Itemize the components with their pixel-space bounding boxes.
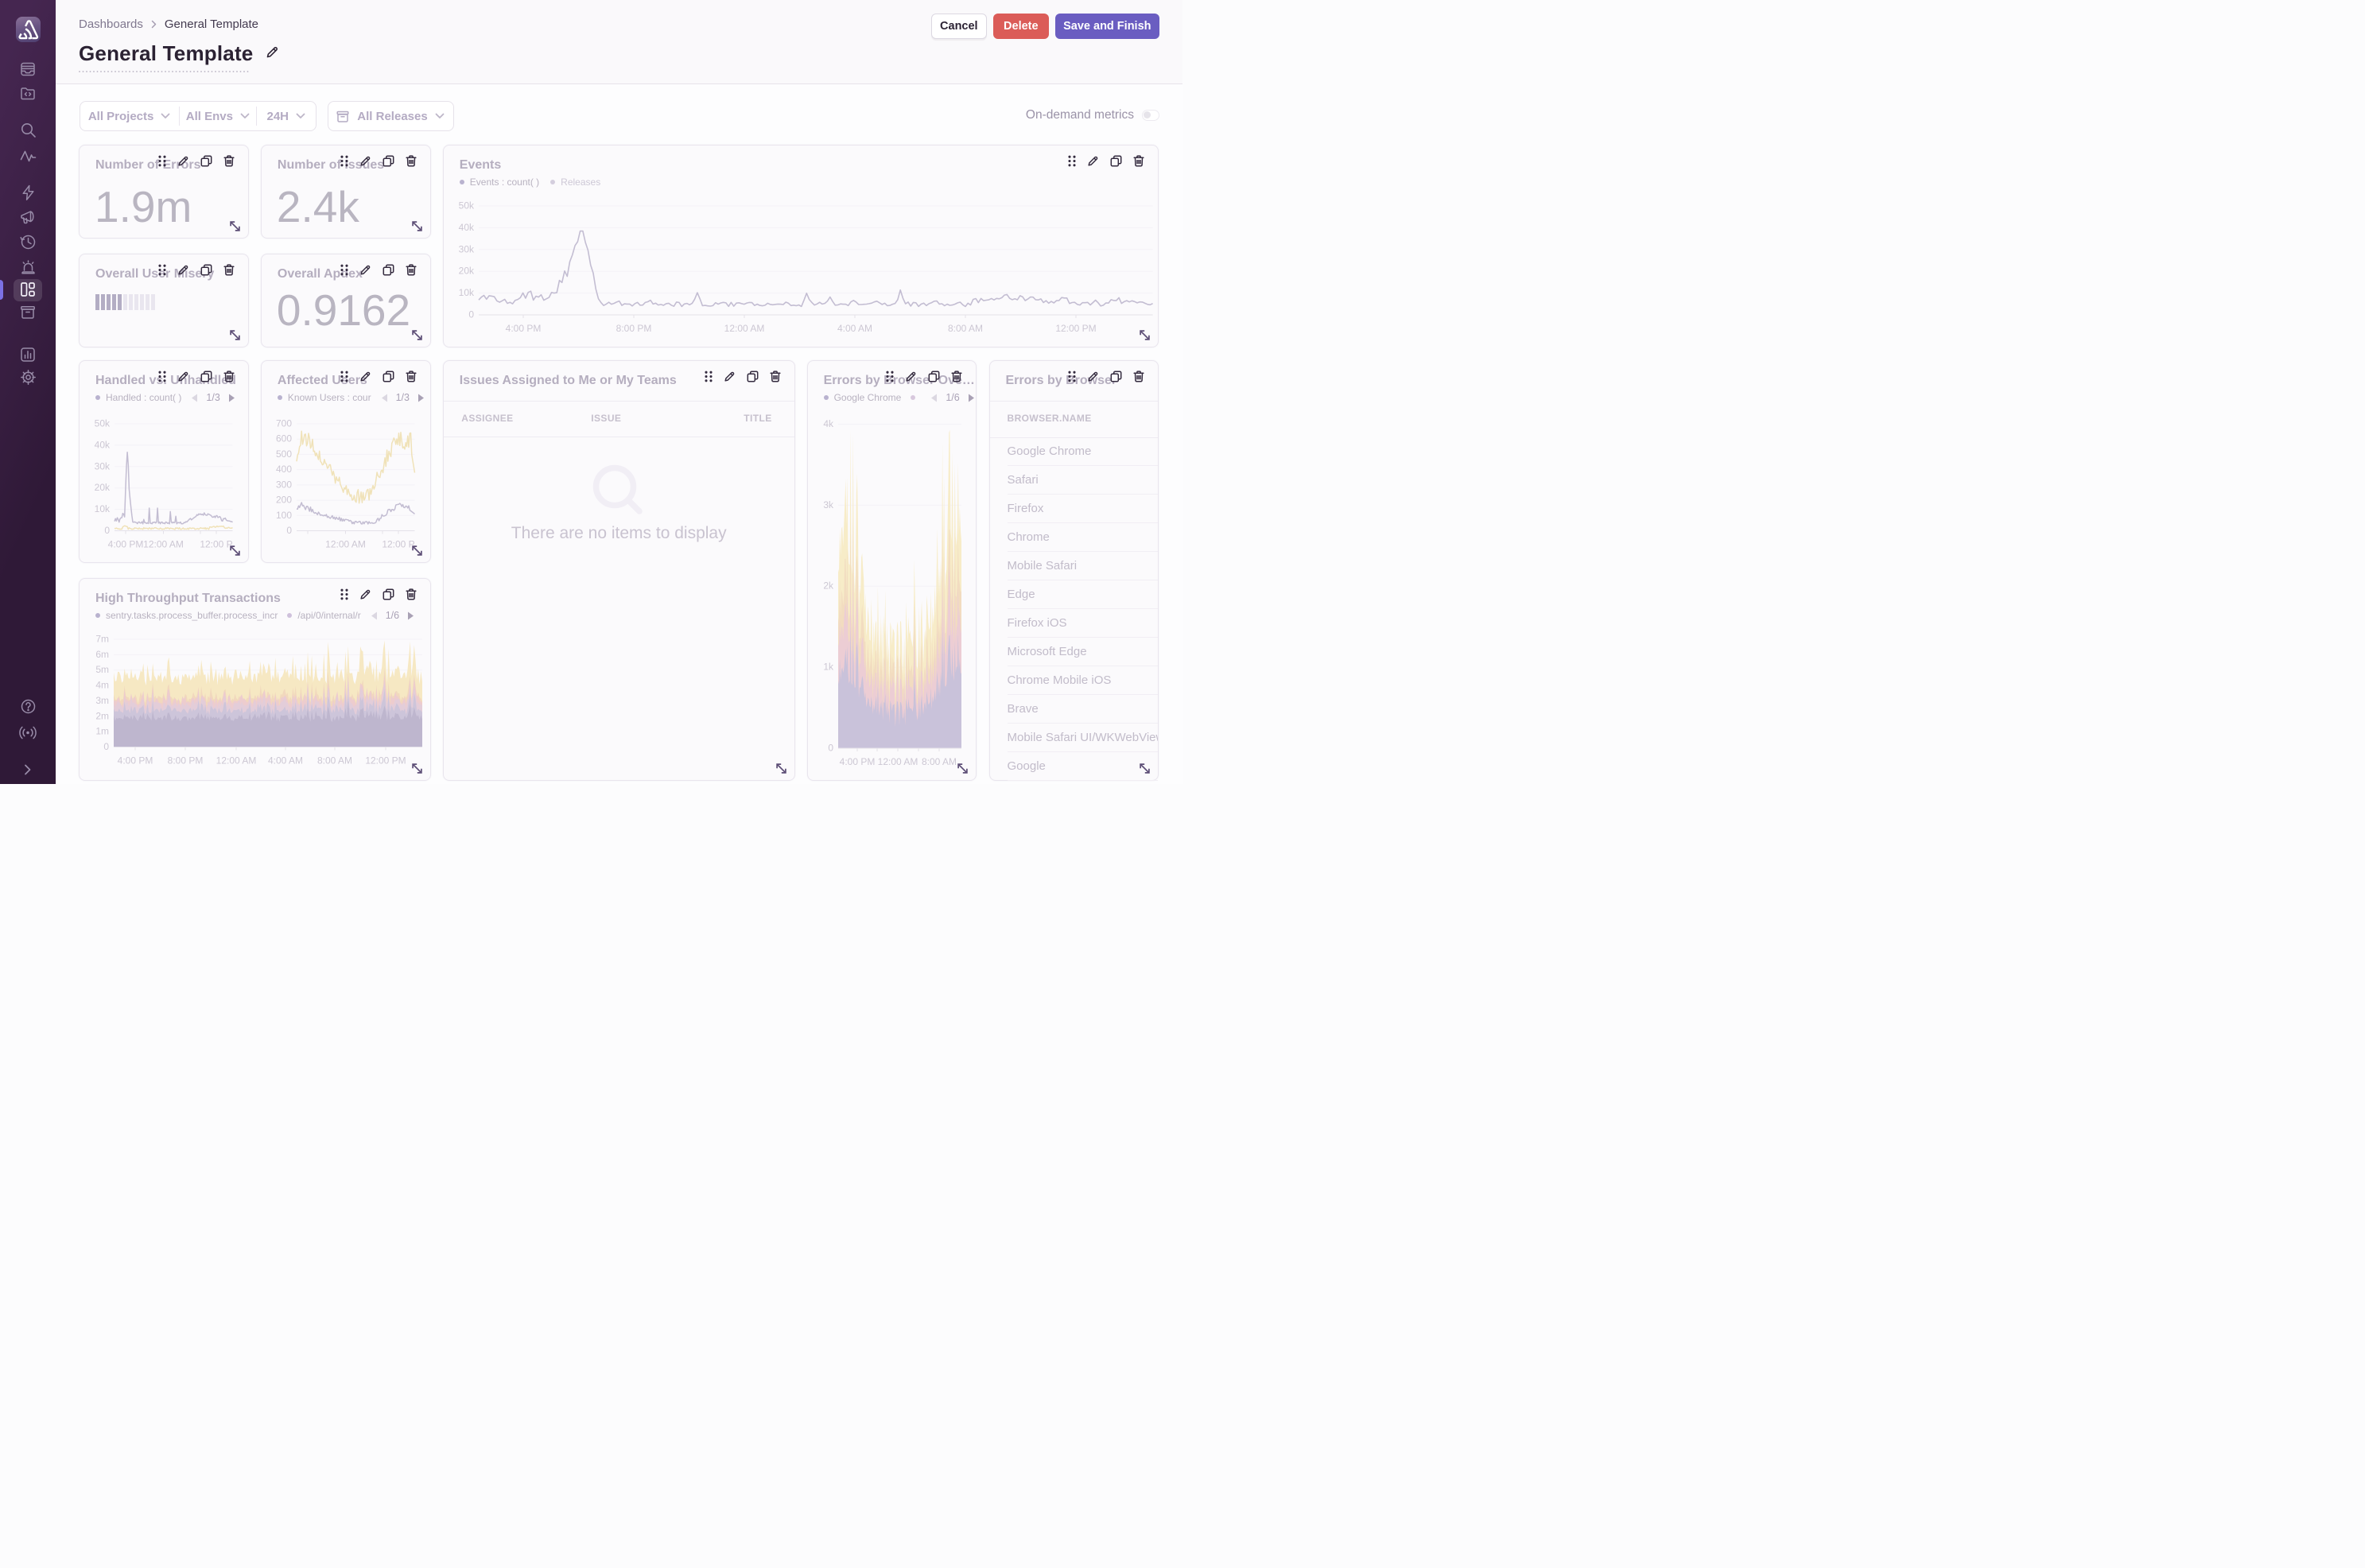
- svg-text:12:00 AM: 12:00 AM: [143, 538, 184, 549]
- svg-text:50k: 50k: [458, 200, 474, 212]
- svg-text:0: 0: [828, 742, 833, 753]
- svg-text:0: 0: [103, 741, 109, 752]
- svg-text:12:00 AM: 12:00 AM: [216, 755, 257, 766]
- svg-text:7m: 7m: [95, 634, 109, 645]
- svg-text:30k: 30k: [95, 460, 111, 472]
- svg-text:1k: 1k: [823, 662, 834, 673]
- svg-text:700: 700: [276, 418, 292, 429]
- svg-text:2k: 2k: [823, 580, 834, 592]
- svg-text:500: 500: [276, 448, 292, 460]
- svg-text:100: 100: [276, 510, 292, 521]
- svg-text:0: 0: [468, 309, 474, 320]
- svg-text:4:00 PM: 4:00 PM: [839, 756, 875, 767]
- svg-text:40k: 40k: [95, 439, 111, 450]
- svg-text:8:00 AM: 8:00 AM: [948, 323, 983, 334]
- svg-text:200: 200: [276, 495, 292, 506]
- svg-text:8:00 AM: 8:00 AM: [317, 755, 352, 766]
- svg-text:600: 600: [276, 433, 292, 444]
- svg-text:3m: 3m: [95, 695, 109, 706]
- svg-text:12:00 AM: 12:00 AM: [325, 538, 366, 549]
- svg-text:0: 0: [104, 525, 110, 536]
- svg-text:4:00 PM: 4:00 PM: [118, 755, 153, 766]
- svg-text:20k: 20k: [95, 482, 111, 493]
- svg-text:8:00 AM: 8:00 AM: [922, 756, 957, 767]
- svg-text:12:00 P: 12:00 P: [200, 538, 232, 549]
- svg-text:0: 0: [286, 525, 292, 536]
- svg-text:8:00 PM: 8:00 PM: [616, 323, 651, 334]
- svg-text:4k: 4k: [823, 418, 834, 429]
- svg-text:5m: 5m: [95, 664, 109, 675]
- svg-text:4:00 PM: 4:00 PM: [505, 323, 541, 334]
- svg-text:12:00 PM: 12:00 PM: [365, 755, 406, 766]
- svg-text:6m: 6m: [95, 649, 109, 660]
- svg-text:400: 400: [276, 464, 292, 475]
- svg-text:12:00 AM: 12:00 AM: [877, 756, 918, 767]
- svg-text:1m: 1m: [95, 726, 109, 737]
- svg-text:2m: 2m: [95, 710, 109, 721]
- svg-text:10k: 10k: [458, 287, 474, 298]
- svg-text:40k: 40k: [458, 222, 474, 233]
- svg-text:12:00 P: 12:00 P: [382, 538, 414, 549]
- svg-text:12:00 AM: 12:00 AM: [724, 323, 764, 334]
- svg-text:3k: 3k: [823, 499, 834, 510]
- svg-text:10k: 10k: [95, 503, 111, 514]
- svg-text:30k: 30k: [458, 243, 474, 254]
- svg-text:4:00 AM: 4:00 AM: [837, 323, 872, 334]
- svg-text:300: 300: [276, 479, 292, 490]
- svg-text:4m: 4m: [95, 680, 109, 691]
- svg-text:4:00 PM: 4:00 PM: [108, 538, 144, 549]
- svg-text:12:00 PM: 12:00 PM: [1055, 323, 1096, 334]
- svg-text:4:00 AM: 4:00 AM: [268, 755, 303, 766]
- svg-text:20k: 20k: [458, 266, 474, 277]
- svg-text:50k: 50k: [95, 418, 111, 429]
- svg-text:8:00 PM: 8:00 PM: [168, 755, 204, 766]
